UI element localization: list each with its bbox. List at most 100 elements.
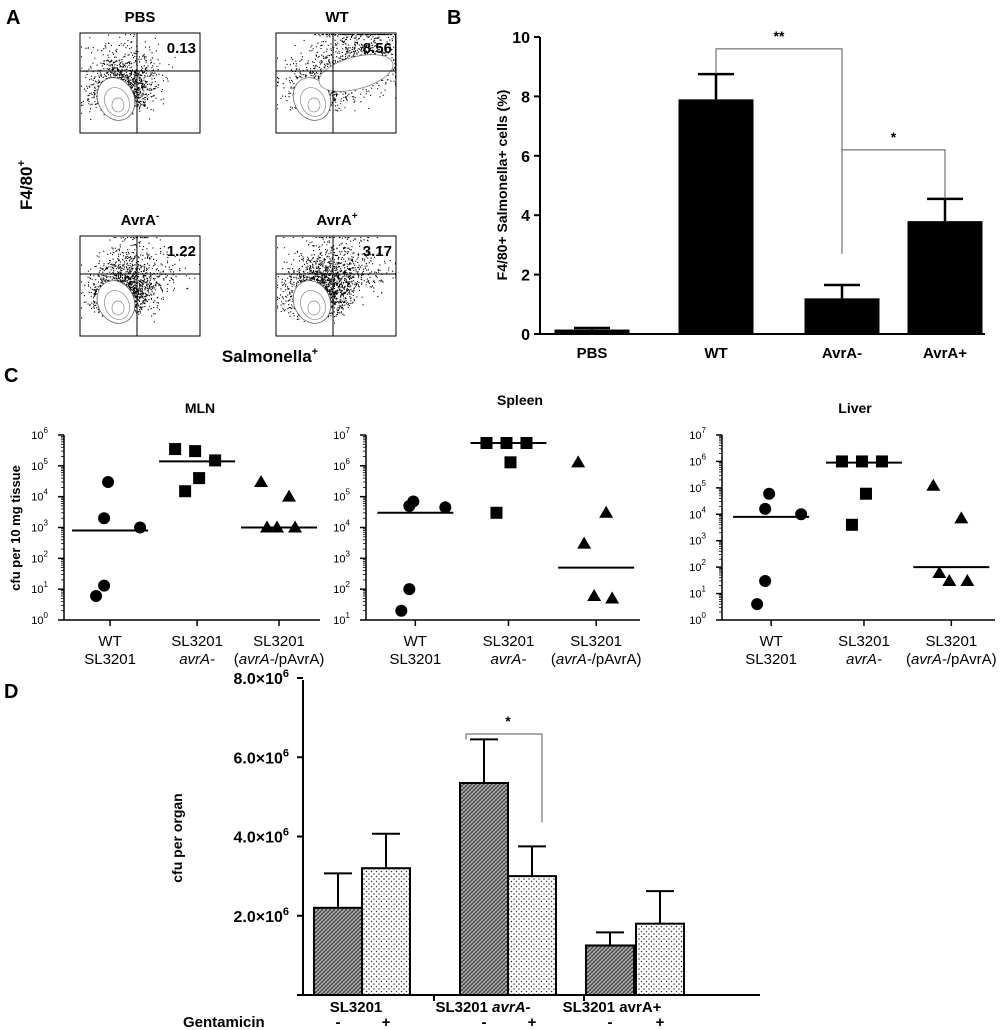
category-label: SL3201 avrA- [435, 999, 530, 1016]
y-tick-label: 6.0×106 [233, 747, 289, 767]
y-tick-label: 105 [31, 457, 48, 473]
y-tick-label: 100 [31, 611, 48, 627]
subplot-title: Spleen [497, 392, 543, 408]
data-point-triangle [605, 591, 620, 604]
data-point-square [193, 472, 206, 485]
y-tick-label: 107 [333, 426, 350, 442]
data-point-circle [439, 501, 452, 514]
data-point-circle [403, 583, 416, 596]
quadrant-percentage: 1.22 [167, 243, 196, 260]
data-point-triangle [571, 455, 586, 468]
x-tick-label: SL3201 [253, 633, 305, 650]
data-point-triangle [954, 511, 969, 524]
data-point-square [504, 456, 517, 469]
data-point-circle [795, 508, 808, 521]
subplot-title: Liver [838, 400, 872, 416]
y-tick-label: 2.0×106 [233, 906, 289, 926]
y-tick-label: 102 [689, 558, 706, 574]
bar [313, 906, 363, 997]
y-tick-label: 6 [521, 149, 530, 166]
x-tick-label: AvrA- [822, 345, 862, 362]
x-tick-label: avrA- [491, 651, 527, 668]
x-tick-label: (avrA-/pAvrA) [234, 651, 325, 668]
data-point-square [490, 506, 503, 519]
significance-bracket: * [465, 713, 543, 823]
x-tick-label: SL3201 [570, 633, 622, 650]
y-tick-label: 104 [333, 519, 350, 535]
flow-plot-title: PBS [125, 9, 156, 26]
flow-plot: AvrA+ 3.17 [275, 211, 397, 337]
panel-label-d: D [4, 681, 18, 703]
x-tick-label: WT [759, 633, 782, 650]
y-tick-label: 103 [689, 532, 706, 548]
data-point-circle [403, 499, 416, 512]
x-tick-label: avrA- [846, 651, 882, 668]
data-point-circle [102, 475, 115, 488]
y-tick-label: 102 [31, 549, 48, 565]
data-point-square [875, 455, 888, 468]
y-axis-label: cfu per organ [169, 793, 185, 882]
data-point-circle [90, 590, 103, 603]
data-point-triangle [599, 505, 614, 518]
y-tick-label: 103 [333, 549, 350, 565]
y-tick-label: 101 [31, 580, 48, 596]
y-tick-label: 10 [512, 30, 530, 47]
y-tick-label: 106 [689, 452, 706, 468]
y-tick-label: 104 [31, 488, 48, 504]
flow-plot-title: AvrA+ [316, 211, 357, 229]
treatment-label: - [336, 1014, 341, 1030]
significance-bracket: * [841, 129, 946, 210]
x-tick-label: WT [98, 633, 121, 650]
y-tick-label: 107 [689, 426, 706, 442]
treatment-label: + [656, 1014, 665, 1030]
data-point-circle [395, 604, 408, 617]
bar [907, 221, 983, 334]
data-point-triangle [587, 589, 602, 602]
data-point-square [169, 443, 182, 456]
x-tick-label: SL3201 [925, 633, 977, 650]
flow-plot: WT 8.56 [275, 9, 397, 134]
treatment-label: - [608, 1014, 613, 1030]
quadrant-percentage: 3.17 [363, 243, 392, 260]
bar [585, 944, 635, 996]
data-point-triangle [254, 474, 269, 487]
x-tick-label: WT [704, 345, 727, 362]
gentamicin-label: Gentamicin [183, 1014, 265, 1030]
quadrant-percentage: 0.13 [167, 40, 196, 57]
log-scatter-liver: 100101102103104105106107LiverWTSL3201SL3… [689, 400, 996, 668]
y-tick-label: 4.0×106 [233, 827, 289, 847]
y-tick-label: 104 [689, 505, 706, 521]
y-tick-label: 102 [333, 580, 350, 596]
data-point-circle [98, 579, 111, 592]
x-tick-label: SL3201 [483, 633, 535, 650]
flow-contour [307, 300, 321, 316]
y-tick-label: 103 [31, 519, 48, 535]
data-point-circle [98, 512, 111, 525]
panel-label-a: A [6, 7, 20, 29]
data-point-triangle [960, 573, 975, 586]
y-tick-label: 106 [31, 426, 48, 442]
panel-label-c: C [4, 365, 18, 387]
flow-contour [96, 77, 136, 121]
y-tick-label: 105 [333, 488, 350, 504]
log-scatter-spleen: 101102103104105106107SpleenWTSL3201SL320… [333, 392, 641, 668]
category-label: SL3201 [330, 999, 383, 1016]
treatment-label: + [382, 1014, 391, 1030]
log-scatter-mln: 100101102103104105106MLNWTSL3201SL3201av… [31, 400, 324, 668]
x-tick-label: SL3201 [745, 651, 797, 668]
bar [635, 922, 685, 996]
y-axis-label: cfu per 10 mg tissue [8, 465, 23, 591]
flow-contour [104, 290, 130, 320]
quadrant-percentage: 8.56 [363, 40, 392, 57]
data-point-triangle [577, 536, 592, 549]
bar [678, 99, 754, 335]
data-point-square [189, 445, 202, 458]
data-point-square [859, 487, 872, 500]
flow-plot: PBS 0.13 [79, 9, 201, 134]
flow-plot-title: WT [325, 9, 348, 26]
x-tick-label: (avrA-/pAvrA) [551, 651, 642, 668]
data-point-triangle [932, 566, 947, 579]
data-point-square [179, 485, 192, 498]
